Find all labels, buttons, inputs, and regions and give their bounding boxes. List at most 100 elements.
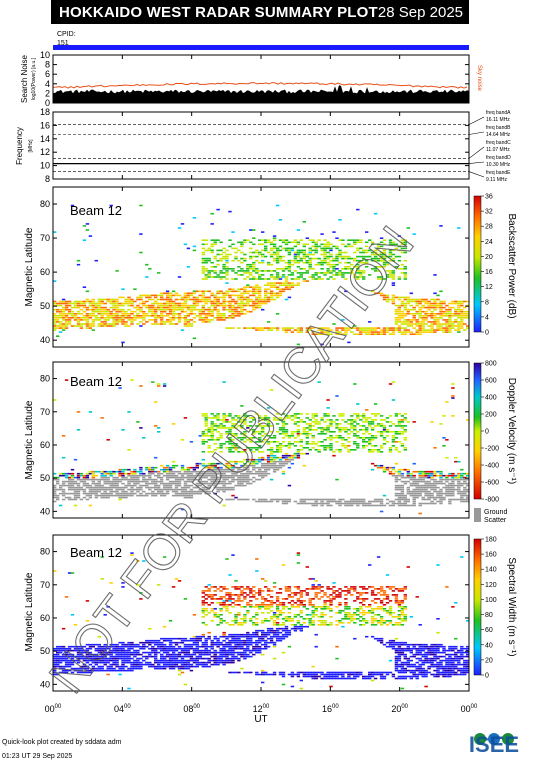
scatter-cell: [157, 304, 161, 307]
scatter-cell: [311, 415, 315, 417]
scatter-cell: [148, 665, 152, 668]
velocity-colorbar: [473, 362, 482, 500]
scatter-cell: [139, 310, 143, 313]
scatter-cell: [258, 274, 262, 276]
scatter-cell: [207, 661, 211, 664]
scatter-cell: [433, 482, 437, 485]
scatter-cell: [246, 290, 250, 293]
scatter-cell: [213, 653, 217, 656]
scatter-cell: [201, 321, 205, 323]
scatter-cell: [320, 343, 324, 346]
scatter-cell: [195, 643, 199, 646]
scatter-cell: [370, 257, 375, 260]
scatter-cell: [424, 488, 428, 491]
scatter-cell: [347, 327, 351, 329]
scatter-cell: [320, 498, 324, 501]
scatter-cell: [353, 239, 357, 241]
scatter-cell: [177, 308, 182, 311]
scatter-cell: [225, 486, 229, 489]
scatter-cell: [213, 484, 217, 487]
scatter-cell: [112, 317, 116, 319]
scatter-cell: [118, 302, 122, 305]
scatter-cell: [195, 639, 199, 642]
scatter-cell: [266, 296, 271, 299]
scatter-cell: [204, 268, 208, 270]
scatter-cell: [53, 649, 57, 652]
scatter-cell: [362, 502, 366, 505]
scatter-cell: [373, 253, 378, 256]
scatter-cell: [394, 447, 399, 449]
scatter-cell: [127, 659, 131, 662]
scatter-cell: [394, 474, 399, 477]
scatter-cell: [436, 474, 440, 477]
scatter-cell: [240, 243, 244, 246]
scatter-cell: [76, 476, 81, 479]
scatter-cell: [192, 304, 197, 307]
scatter-cell: [168, 647, 173, 650]
scatter-cell: [53, 319, 57, 321]
scatter-cell: [204, 466, 208, 469]
scatter-cell: [82, 663, 87, 666]
scatter-cell: [189, 470, 194, 473]
scatter-cell: [213, 294, 217, 297]
scatter-cell: [266, 443, 271, 445]
scatter-cell: [320, 272, 324, 274]
scatter-cell: [397, 331, 402, 333]
scatter-cell: [382, 296, 387, 299]
scatter-cell: [112, 669, 116, 672]
scatter-cell: [302, 278, 306, 280]
scatter-cell: [91, 480, 95, 483]
scatter-cell: [213, 429, 217, 431]
scatter-cell: [76, 659, 81, 662]
scatter-cell: [430, 331, 434, 333]
scatter-cell: [278, 219, 283, 221]
scatter-cell: [397, 313, 402, 315]
scatter-cell: [421, 478, 425, 481]
scatter-cell: [439, 478, 443, 481]
scatter-cell: [145, 276, 149, 278]
scatter-cell: [160, 647, 164, 650]
scatter-cell: [195, 649, 199, 652]
scatter-cell: [353, 498, 357, 501]
scatter-cell: [219, 653, 223, 656]
scatter-cell: [145, 313, 149, 315]
scatter-cell: [177, 304, 182, 307]
scatter-cell: [148, 482, 152, 485]
scatter-cell: [204, 657, 208, 660]
scatter-cell: [382, 419, 387, 421]
scatter-cell: [252, 276, 256, 278]
scatter-cell: [278, 294, 283, 297]
scatter-cell: [168, 488, 173, 491]
scatter-cell: [397, 468, 402, 471]
scatter-cell: [403, 437, 407, 439]
scatter-cell: [142, 560, 146, 562]
scatter-cell: [56, 327, 60, 329]
scatter-cell: [183, 294, 188, 297]
scatter-cell: [394, 431, 399, 433]
scatter-cell: [269, 454, 274, 457]
scatter-cell: [397, 425, 402, 427]
scatter-cell: [353, 241, 357, 244]
scatter-cell: [180, 490, 185, 493]
scatter-cell: [157, 659, 161, 662]
scatter-cell: [314, 449, 318, 451]
scatter-cell: [379, 466, 384, 469]
scatter-cell: [326, 247, 330, 250]
scatter-cell: [183, 300, 188, 303]
scatter-cell: [370, 329, 375, 331]
scatter-cell: [359, 247, 363, 250]
scatter-cell: [466, 490, 470, 493]
scatter-cell: [139, 306, 143, 309]
scatter-cell: [168, 665, 173, 668]
scatter-cell: [91, 321, 95, 323]
scatter-cell: [195, 661, 199, 664]
scatter-cell: [157, 385, 161, 387]
scatter-cell: [439, 325, 443, 327]
scatter-cell: [457, 327, 461, 329]
scatter-cell: [154, 651, 158, 654]
scatter-cell: [79, 317, 84, 319]
scatter-cell: [365, 255, 369, 258]
scatter-cell: [186, 472, 191, 475]
scatter-cell: [165, 482, 170, 485]
scatter-cell: [347, 243, 351, 246]
